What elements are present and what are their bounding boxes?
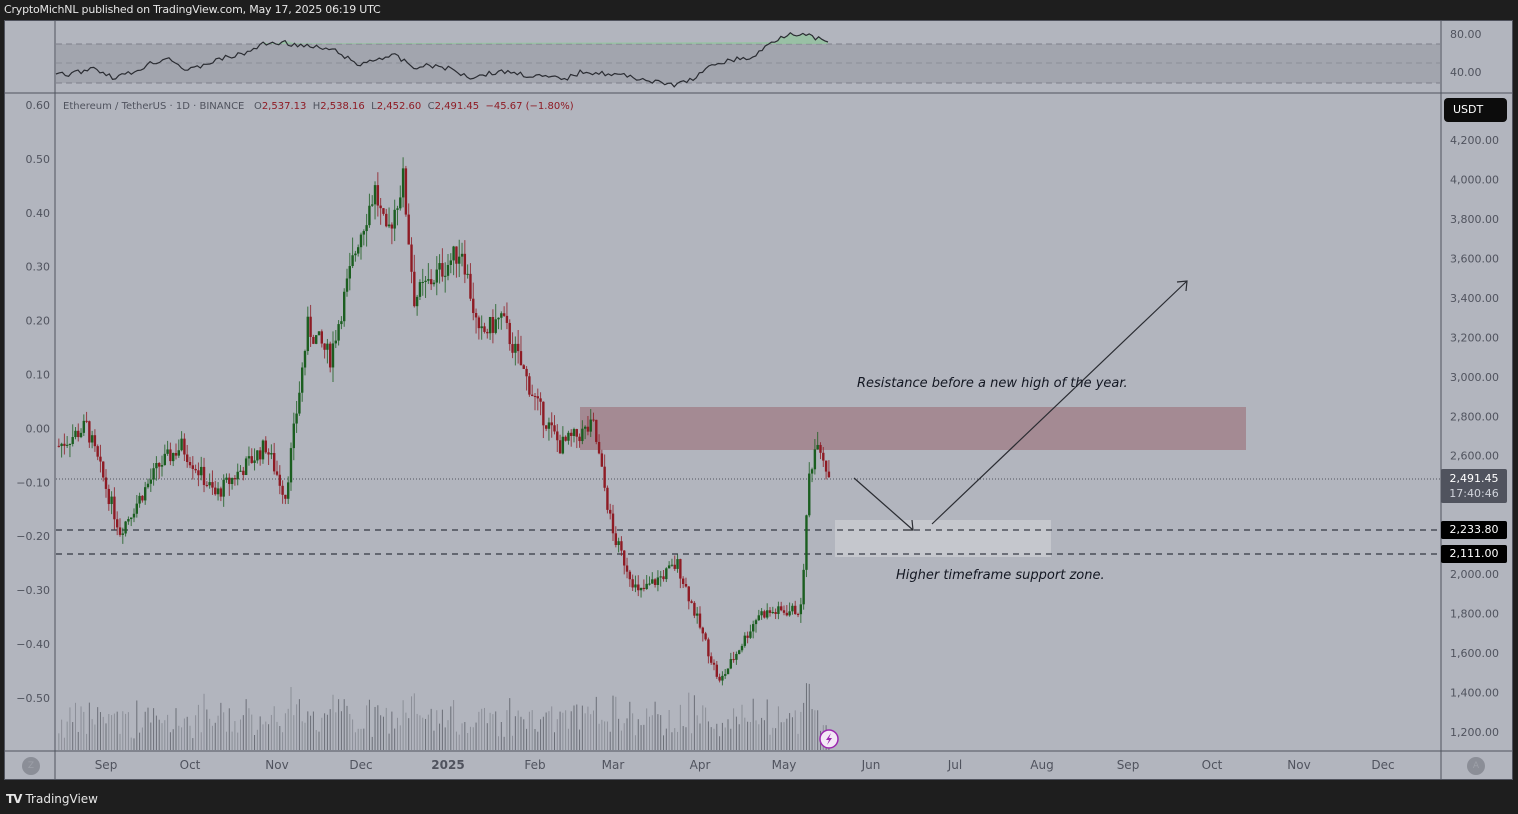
time-label: Apr: [689, 758, 711, 772]
time-label: Dec: [349, 758, 373, 772]
price-tick: 1,200.00: [1450, 726, 1499, 739]
left-tick: −0.20: [16, 530, 50, 543]
rsi-tick-80: 80.00: [1450, 28, 1482, 41]
time-label: Nov: [265, 758, 289, 772]
price-tick: 3,800.00: [1450, 213, 1499, 226]
projection-arrows[interactable]: [853, 280, 1188, 531]
support-lower-tag: 2,111.00: [1441, 545, 1507, 563]
left-tick: 0.40: [26, 207, 51, 220]
price-tick: 1,600.00: [1450, 647, 1499, 660]
price-tick: 3,200.00: [1450, 331, 1499, 344]
rsi-line: [55, 32, 829, 88]
time-label: Jul: [947, 758, 963, 772]
tradingview-logo[interactable]: TV TradingView: [6, 792, 98, 806]
price-tick: 2,800.00: [1450, 410, 1499, 423]
time-label: Sep: [94, 758, 118, 772]
time-label: Sep: [1116, 758, 1140, 772]
arrow-down-line: [853, 477, 914, 531]
tradingview-logo-icon: TV: [6, 792, 23, 806]
price-tick: 1,400.00: [1450, 687, 1499, 700]
resistance-annotation[interactable]: Resistance before a new high of the year…: [857, 376, 1128, 391]
auto-scale-button[interactable]: A: [1467, 757, 1485, 775]
price-tick: 3,600.00: [1450, 252, 1499, 265]
left-tick: −0.30: [16, 584, 50, 597]
left-tick: 0.60: [26, 99, 51, 112]
lightning-icon[interactable]: [819, 729, 839, 749]
time-label: Feb: [524, 758, 546, 772]
price-tick: 1,800.00: [1450, 608, 1499, 621]
left-tick: −0.50: [16, 692, 50, 705]
left-tick: 0.20: [26, 315, 51, 328]
support-annotation[interactable]: Higher timeframe support zone.: [896, 568, 1105, 583]
low-label: L: [371, 101, 377, 112]
time-label: Mar: [601, 758, 625, 772]
high-label: H: [312, 101, 321, 112]
support-upper-tag: 2,233.80: [1441, 521, 1507, 539]
left-tick: 0.50: [26, 153, 51, 166]
left-axis: 0.60 0.50 0.40 0.30 0.20 0.10 0.00 −0.10 −0.20 −0…: [16, 99, 50, 705]
last-price-tag: 2,491.45 17:40:46: [1441, 469, 1507, 503]
close-value: 2,491.45: [434, 101, 480, 112]
footer: TV TradingView: [0, 782, 1518, 814]
arrow-up-line: [931, 280, 1188, 525]
time-label: Oct: [1201, 758, 1223, 772]
change-value: −45.67 (−1.80%): [485, 101, 574, 112]
time-label: 2025: [431, 758, 465, 772]
rsi-overbought-fill: [263, 32, 829, 44]
arrow-up-head-icon: [1176, 280, 1188, 292]
candlestick-series: [57, 157, 831, 686]
left-tick: −0.40: [16, 638, 50, 651]
rsi-pane: 80.00 40.00: [55, 28, 1482, 88]
support-zone[interactable]: [835, 520, 1051, 557]
symbol-legend[interactable]: Ethereum / TetherUS · 1D · BINANCE O2,53…: [63, 101, 574, 112]
left-tick: 0.30: [26, 261, 51, 274]
price-tick: 2,600.00: [1450, 450, 1499, 463]
open-label: O: [253, 101, 262, 112]
volume-bars: [58, 683, 830, 750]
tradingview-logo-text: TradingView: [25, 792, 98, 806]
high-value: 2,538.16: [320, 101, 365, 112]
open-value: 2,537.13: [261, 101, 307, 112]
bar-countdown: 17:40:46: [1449, 487, 1499, 500]
symbol-name: Ethereum / TetherUS · 1D · BINANCE: [63, 101, 245, 112]
time-label: Nov: [1287, 758, 1311, 772]
published-header: CryptoMichNL published on TradingView.co…: [4, 3, 381, 16]
price-axis[interactable]: 4,200.00 4,000.00 3,800.00 3,600.00 3,400.00…: [1450, 134, 1499, 739]
last-price-value: 2,491.45: [1449, 472, 1499, 485]
arrow-down-head-icon: [903, 519, 914, 531]
time-label: Jun: [861, 758, 881, 772]
price-tick: 3,400.00: [1450, 292, 1499, 305]
close-label: C: [427, 101, 435, 112]
time-label: May: [771, 758, 797, 772]
left-tick: −0.10: [16, 476, 50, 489]
chart-frame: [4, 20, 1513, 780]
time-label: Aug: [1030, 758, 1054, 772]
left-tick: 0.00: [26, 422, 51, 435]
price-tick: 3,000.00: [1450, 371, 1499, 384]
price-tick: 2,000.00: [1450, 568, 1499, 581]
time-label: Oct: [179, 758, 201, 772]
resistance-zone[interactable]: [580, 407, 1246, 450]
price-tick: 4,200.00: [1450, 134, 1499, 147]
time-label: Dec: [1371, 758, 1395, 772]
rsi-tick-40: 40.00: [1450, 66, 1482, 79]
price-tick: 4,000.00: [1450, 173, 1499, 186]
low-value: 2,452.60: [376, 101, 422, 112]
left-tick: 0.10: [26, 369, 51, 382]
currency-badge[interactable]: USDT: [1444, 98, 1507, 122]
timezone-button[interactable]: Z: [22, 757, 40, 775]
